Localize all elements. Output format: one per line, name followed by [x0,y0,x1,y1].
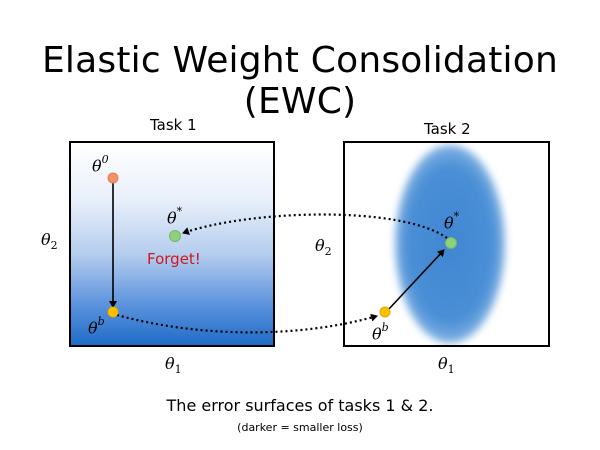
forget-arrow [182,213,448,239]
task2-error-surface [343,141,550,347]
label-thetastar-task1: θ* [167,205,183,228]
task1-label: Task 1 [150,116,197,134]
caption: The error surfaces of tasks 1 & 2. [166,396,434,415]
axis-theta2-task2: θ2 [315,236,332,259]
transfer-arrow-thetab [116,313,378,334]
forget-label: Forget! [147,250,201,268]
axis-theta1-task1: θ1 [165,354,182,377]
descent-arrow-task2 [387,249,445,311]
subcaption: (darker = smaller loss) [237,421,363,434]
axis-theta1-task2: θ1 [438,354,455,377]
thetab-point-task2 [379,306,391,318]
task2-label: Task 2 [424,120,471,138]
thetab-point-task1 [107,306,119,318]
task1-error-surface [69,141,275,347]
theta0-point [107,172,119,184]
slide-title: Elastic Weight Consolidation (EWC) [41,40,559,122]
axis-theta2-task1: θ2 [41,230,58,253]
label-theta0: θ0 [92,153,109,176]
label-thetastar-task2: θ* [444,210,460,233]
label-thetab-task1: θb [88,315,105,338]
thetastar-point-task2 [445,237,457,249]
label-thetab-task2: θb [372,321,389,344]
thetastar-point-task1 [169,230,181,242]
